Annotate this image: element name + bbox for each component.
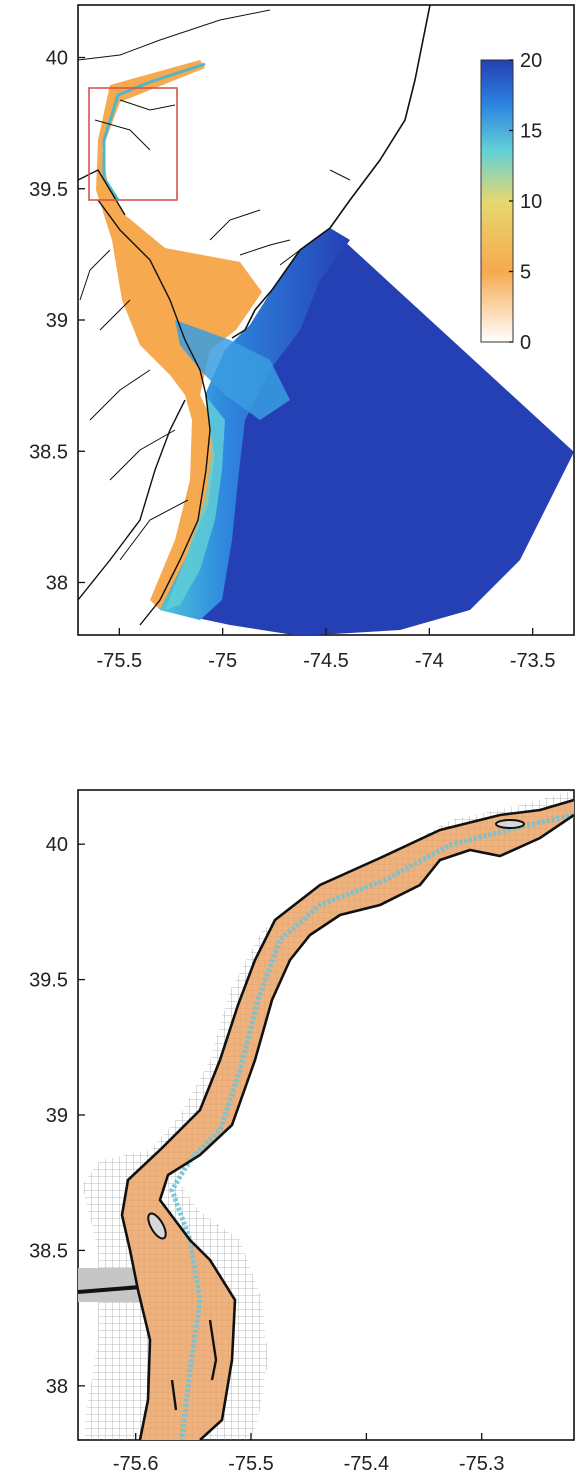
colorbar-ramp bbox=[480, 59, 514, 343]
x-tick-label: -74 bbox=[415, 650, 444, 672]
detail-map: -75.6 -75.5 -75.4 -75.3 40 39.5 39 38.5 38 bbox=[29, 789, 575, 1475]
x-tick-label: -75.6 bbox=[113, 1453, 159, 1475]
x-tick-label: -75.5 bbox=[228, 1453, 274, 1475]
tributaries bbox=[78, 9, 351, 561]
y-tick-label: 39.5 bbox=[29, 970, 68, 992]
nearshore-band bbox=[165, 395, 225, 610]
island-1 bbox=[147, 1212, 167, 1240]
colorbar-tick-label: 5 bbox=[520, 262, 531, 284]
coastline-east bbox=[231, 5, 431, 339]
y-tick-label: 38 bbox=[46, 573, 68, 595]
inset-box-marker bbox=[88, 87, 178, 201]
y-tick-label: 40 bbox=[46, 48, 68, 70]
y-tick-label: 39 bbox=[46, 310, 68, 332]
y-tick-label: 38 bbox=[46, 1376, 68, 1398]
y-tick-label: 40 bbox=[46, 834, 68, 856]
y-tick-label: 39.5 bbox=[29, 179, 68, 201]
island-2 bbox=[495, 819, 525, 829]
x-tick-label: -74.5 bbox=[303, 650, 349, 672]
thalweg bbox=[169, 812, 574, 1440]
island-3 bbox=[208, 1319, 218, 1381]
x-tick-label: -75 bbox=[208, 650, 237, 672]
colorbar-tick-label: 20 bbox=[520, 50, 542, 72]
colorbar-tick-label: 0 bbox=[520, 332, 531, 354]
overview-map: 0 5 10 15 20 -75.5 -75 -74.5 -74 -73.5 40 39.5 39 38… bbox=[29, 4, 575, 672]
river-wet-area bbox=[122, 800, 574, 1440]
x-tick-label: -73.5 bbox=[510, 650, 556, 672]
colorbar-tick-label: 10 bbox=[520, 191, 542, 213]
y-tick-label: 38.5 bbox=[29, 1240, 68, 1262]
island-4 bbox=[170, 1379, 178, 1411]
coastline-west bbox=[78, 169, 211, 626]
y-tick-label: 39 bbox=[46, 1105, 68, 1127]
bay-mouth bbox=[175, 320, 290, 420]
y-tick-label: 38.5 bbox=[29, 441, 68, 463]
x-tick-label: -75.3 bbox=[459, 1453, 505, 1475]
shoreline bbox=[120, 798, 574, 1440]
colorbar: 0 5 10 15 20 bbox=[480, 50, 542, 354]
x-tick-label: -75.4 bbox=[344, 1453, 390, 1475]
x-tick-label: -75.5 bbox=[97, 650, 143, 672]
colorbar-tick-label: 15 bbox=[520, 121, 542, 143]
river-channel bbox=[102, 62, 206, 201]
